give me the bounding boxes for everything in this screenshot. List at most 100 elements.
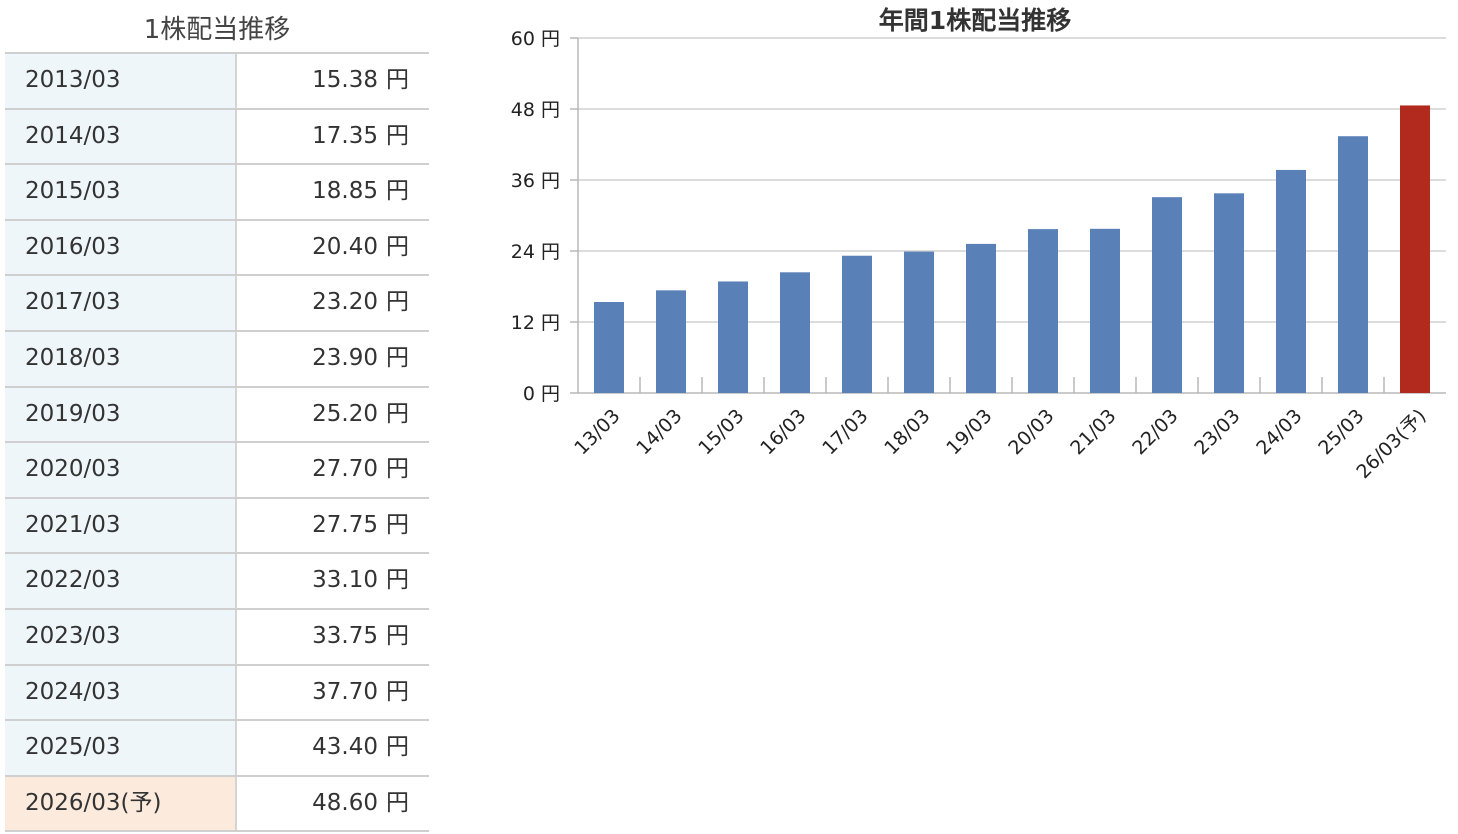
x-tick-label: 24/03	[1252, 405, 1306, 459]
dividend-value: 33.10	[312, 567, 378, 594]
dividend-unit: 円	[386, 622, 409, 649]
period-cell: 2023/03	[5, 609, 237, 664]
period-cell: 2018/03	[5, 331, 237, 386]
dividend-value: 20.40	[312, 233, 378, 260]
period-cell: 2013/03	[5, 54, 237, 108]
table-row: 2020/03 27.70 円	[5, 443, 429, 499]
period-cell: 2024/03	[5, 665, 237, 720]
table-row: 2024/03 37.70 円	[5, 665, 429, 722]
x-tick-label: 13/03	[570, 405, 624, 459]
table-row: 2016/03 20.40 円	[5, 220, 429, 277]
dividend-unit: 円	[386, 789, 409, 816]
y-tick-label: 48 円	[511, 99, 560, 121]
bar	[966, 243, 996, 393]
x-tick-label: 18/03	[880, 405, 934, 459]
bar	[780, 272, 810, 393]
dividend-unit: 円	[386, 122, 409, 149]
dividend-unit: 円	[386, 178, 409, 205]
dividend-unit: 円	[386, 567, 409, 594]
dividend-chart: 年間1株配当推移 0 円 12 円 24 円 36 円 48 円 60 円 13/03 14/…	[480, 0, 1458, 520]
x-tick-label: 25/03	[1314, 405, 1368, 459]
bar	[1152, 197, 1182, 393]
bar	[1028, 229, 1058, 393]
dividend-value: 33.75	[312, 622, 378, 649]
dividend-cell: 43.40 円	[237, 721, 429, 775]
y-tick-label: 60 円	[511, 28, 560, 50]
y-tick-label: 0 円	[523, 383, 560, 405]
dividend-cell: 33.75 円	[237, 610, 429, 664]
table-title: 1株配当推移	[143, 15, 291, 45]
bar	[656, 290, 686, 393]
dividend-cell: 15.38 円	[237, 54, 429, 108]
bar	[842, 255, 872, 393]
x-tick-label: 22/03	[1128, 405, 1182, 459]
period-cell: 2022/03	[5, 554, 237, 608]
period-cell: 2016/03	[5, 220, 237, 275]
dividend-unit: 円	[386, 233, 409, 260]
x-tick-label: 15/03	[694, 405, 748, 459]
table-row: 2014/03 17.35 円	[5, 109, 429, 166]
table-row: 2017/03 23.20 円	[5, 276, 429, 332]
chart-title: 年間1株配当推移	[879, 6, 1071, 35]
dividend-value: 27.75	[312, 511, 378, 538]
dividend-unit: 円	[386, 67, 409, 93]
bar	[1090, 228, 1120, 393]
bar	[1338, 136, 1368, 393]
bar	[1276, 169, 1306, 393]
period-cell: 2025/03	[5, 721, 237, 775]
dividend-value: 15.38	[312, 67, 378, 93]
x-tick-label: 20/03	[1004, 405, 1058, 459]
table-row: 2019/03 25.20 円	[5, 387, 429, 444]
dividend-value: 18.85	[312, 178, 378, 205]
dividend-value: 48.60	[312, 789, 378, 816]
dividend-table: 1株配当推移 2013/03 15.38 円 2014/03 17.35 円 2015/03…	[5, 0, 429, 833]
x-tick-label: 19/03	[942, 405, 996, 459]
dividend-cell: 20.40 円	[237, 221, 429, 275]
bar	[718, 281, 748, 393]
dividend-unit: 円	[386, 456, 409, 483]
table-row: 2023/03 33.75 円	[5, 609, 429, 666]
dividend-cell: 37.70 円	[237, 666, 429, 720]
dividend-value: 43.40	[312, 734, 378, 761]
dividend-cell: 23.20 円	[237, 276, 429, 330]
period-cell: 2019/03	[5, 387, 237, 442]
dividend-unit: 円	[386, 511, 409, 538]
table-row: 2015/03 18.85 円	[5, 165, 429, 221]
dividend-value: 23.20	[312, 289, 378, 316]
bar	[1400, 105, 1430, 393]
dividend-cell: 23.90 円	[237, 332, 429, 386]
dividend-value: 27.70	[312, 456, 378, 483]
dividend-value: 37.70	[312, 678, 378, 705]
dividend-value: 17.35	[312, 122, 378, 149]
dividend-cell: 27.75 円	[237, 499, 429, 553]
period-cell: 2021/03	[5, 498, 237, 553]
chart-svg: 年間1株配当推移 0 円 12 円 24 円 36 円 48 円 60 円 13/03 14/…	[511, 6, 1446, 483]
x-tick-label: 16/03	[756, 405, 810, 459]
dividend-unit: 円	[386, 734, 409, 761]
period-cell: 2015/03	[5, 165, 237, 219]
bar	[904, 251, 934, 393]
x-tick-label: 17/03	[818, 405, 872, 459]
table-row: 2022/03 33.10 円	[5, 554, 429, 610]
table-row: 2026/03(予) 48.60 円	[5, 776, 429, 833]
dividend-unit: 円	[386, 289, 409, 316]
table-row: 2018/03 23.90 円	[5, 331, 429, 388]
period-cell: 2017/03	[5, 276, 237, 330]
bar	[1214, 193, 1244, 393]
x-tick-label: 21/03	[1066, 405, 1120, 459]
dividend-cell: 48.60 円	[237, 777, 429, 831]
table-row: 2021/03 27.75 円	[5, 498, 429, 555]
bar	[594, 302, 624, 393]
period-cell: 2026/03(予)	[5, 776, 237, 831]
dividend-unit: 円	[386, 678, 409, 705]
y-tick-label: 12 円	[511, 312, 560, 334]
period-cell: 2014/03	[5, 109, 237, 164]
dividend-cell: 27.70 円	[237, 443, 429, 497]
dividend-unit: 円	[386, 400, 409, 427]
dividend-unit: 円	[386, 344, 409, 371]
period-cell: 2020/03	[5, 443, 237, 497]
dividend-cell: 25.20 円	[237, 388, 429, 442]
dividend-value: 23.90	[312, 344, 378, 371]
y-tick-label: 24 円	[511, 241, 560, 263]
dividend-cell: 33.10 円	[237, 554, 429, 608]
